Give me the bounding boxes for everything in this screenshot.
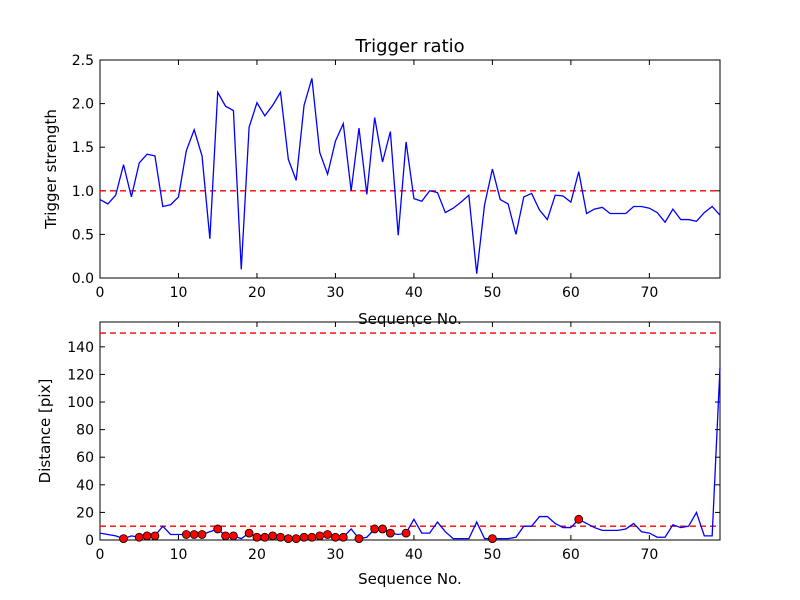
data-marker: [189, 530, 199, 539]
x-axis: 0 10 20 30 40 50 60 70: [96, 322, 658, 563]
data-marker: [197, 530, 207, 539]
y-tick-label: 1.0: [72, 184, 94, 200]
data-marker: [283, 534, 293, 544]
x-tick-label: 60: [562, 547, 580, 563]
y-tick-label: 0.5: [72, 227, 94, 243]
y-tick-label: 20: [76, 505, 94, 521]
y-tick-label: 1.5: [72, 140, 94, 156]
trigger-strength-line: [99, 78, 721, 274]
y-tick-label: 0.0: [72, 271, 94, 287]
trigger-ratio-plot: Trigger ratio 0 10 20 30 40 50 60 70 0.0 0.5 1.0 1…: [42, 36, 721, 328]
y-tick-label: 120: [67, 367, 94, 383]
y-tick-label: 80: [76, 423, 94, 439]
x-tick-label: 10: [170, 285, 188, 301]
data-marker: [385, 528, 395, 538]
data-marker: [315, 531, 325, 541]
data-marker: [213, 524, 223, 534]
data-marker: [268, 531, 278, 541]
x-tick-label: 0: [96, 285, 105, 301]
x-tick-label: 70: [640, 285, 658, 301]
data-marker: [244, 528, 254, 538]
distance-plot: 0 10 20 30 40 50 60 70 0 20 40 60 80 100 120 140 Seque…: [36, 321, 721, 588]
data-marker: [229, 531, 238, 541]
x-tick-label: 40: [405, 285, 423, 301]
y-axis-title: Distance [pix]: [36, 379, 54, 484]
y-axis: 0 20 40 60 80 100 120 140: [67, 340, 720, 549]
y-tick-label: 100: [67, 395, 94, 411]
data-marker: [331, 532, 340, 542]
x-tick-label: 0: [96, 547, 105, 563]
x-axis: 0 10 20 30 40 50 60 70: [96, 60, 658, 301]
x-axis-title: Sequence No.: [358, 570, 462, 588]
data-marker: [370, 524, 380, 534]
y-tick-label: 2.5: [72, 53, 94, 69]
plot-frame: [99, 321, 721, 541]
data-marker: [252, 532, 262, 542]
x-tick-label: 60: [562, 285, 580, 301]
plot-title: Trigger ratio: [354, 36, 464, 57]
x-tick-label: 50: [483, 547, 501, 563]
y-tick-label: 40: [76, 478, 94, 494]
data-marker: [260, 532, 270, 542]
x-tick-label: 10: [170, 547, 188, 563]
distance-markers: [119, 514, 584, 544]
x-tick-label: 40: [405, 547, 423, 563]
y-tick-label: 60: [76, 450, 94, 466]
data-marker: [119, 534, 128, 544]
data-marker: [276, 532, 285, 542]
y-tick-label: 2.0: [72, 97, 94, 113]
data-marker: [338, 532, 348, 542]
x-tick-label: 30: [327, 547, 345, 563]
x-axis-title: Sequence No.: [358, 310, 462, 328]
x-tick-label: 30: [327, 285, 345, 301]
data-marker: [307, 532, 317, 542]
data-marker: [150, 531, 160, 541]
x-tick-label: 70: [640, 547, 658, 563]
x-tick-label: 20: [248, 547, 266, 563]
data-marker: [378, 524, 387, 534]
x-tick-label: 50: [483, 285, 501, 301]
data-marker: [401, 528, 411, 538]
data-marker: [134, 532, 144, 542]
data-marker: [291, 534, 301, 544]
y-tick-label: 0: [85, 533, 94, 549]
plot-frame: [99, 59, 721, 279]
y-axis-title: Trigger strength: [42, 109, 60, 230]
x-tick-label: 20: [248, 285, 266, 301]
data-marker: [221, 531, 230, 541]
data-marker: [574, 514, 584, 524]
data-marker: [488, 534, 497, 544]
data-marker: [299, 532, 309, 542]
data-marker: [354, 534, 364, 544]
y-tick-label: 140: [67, 340, 94, 356]
data-marker: [142, 531, 152, 541]
data-marker: [323, 530, 332, 539]
data-marker: [181, 530, 191, 539]
